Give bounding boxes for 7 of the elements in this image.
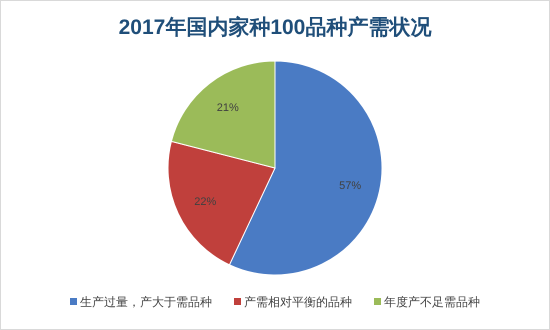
- legend-label: 年度产不足需品种: [384, 295, 480, 309]
- data-label: 22%: [194, 196, 217, 208]
- data-label: 57%: [339, 180, 362, 192]
- data-label: 21%: [216, 102, 239, 114]
- legend-label: 生产过量，产大于需品种: [80, 295, 212, 309]
- chart-title: 2017年国内家种100品种产需状况: [118, 15, 432, 39]
- legend-label: 产需相对平衡的品种: [244, 295, 352, 309]
